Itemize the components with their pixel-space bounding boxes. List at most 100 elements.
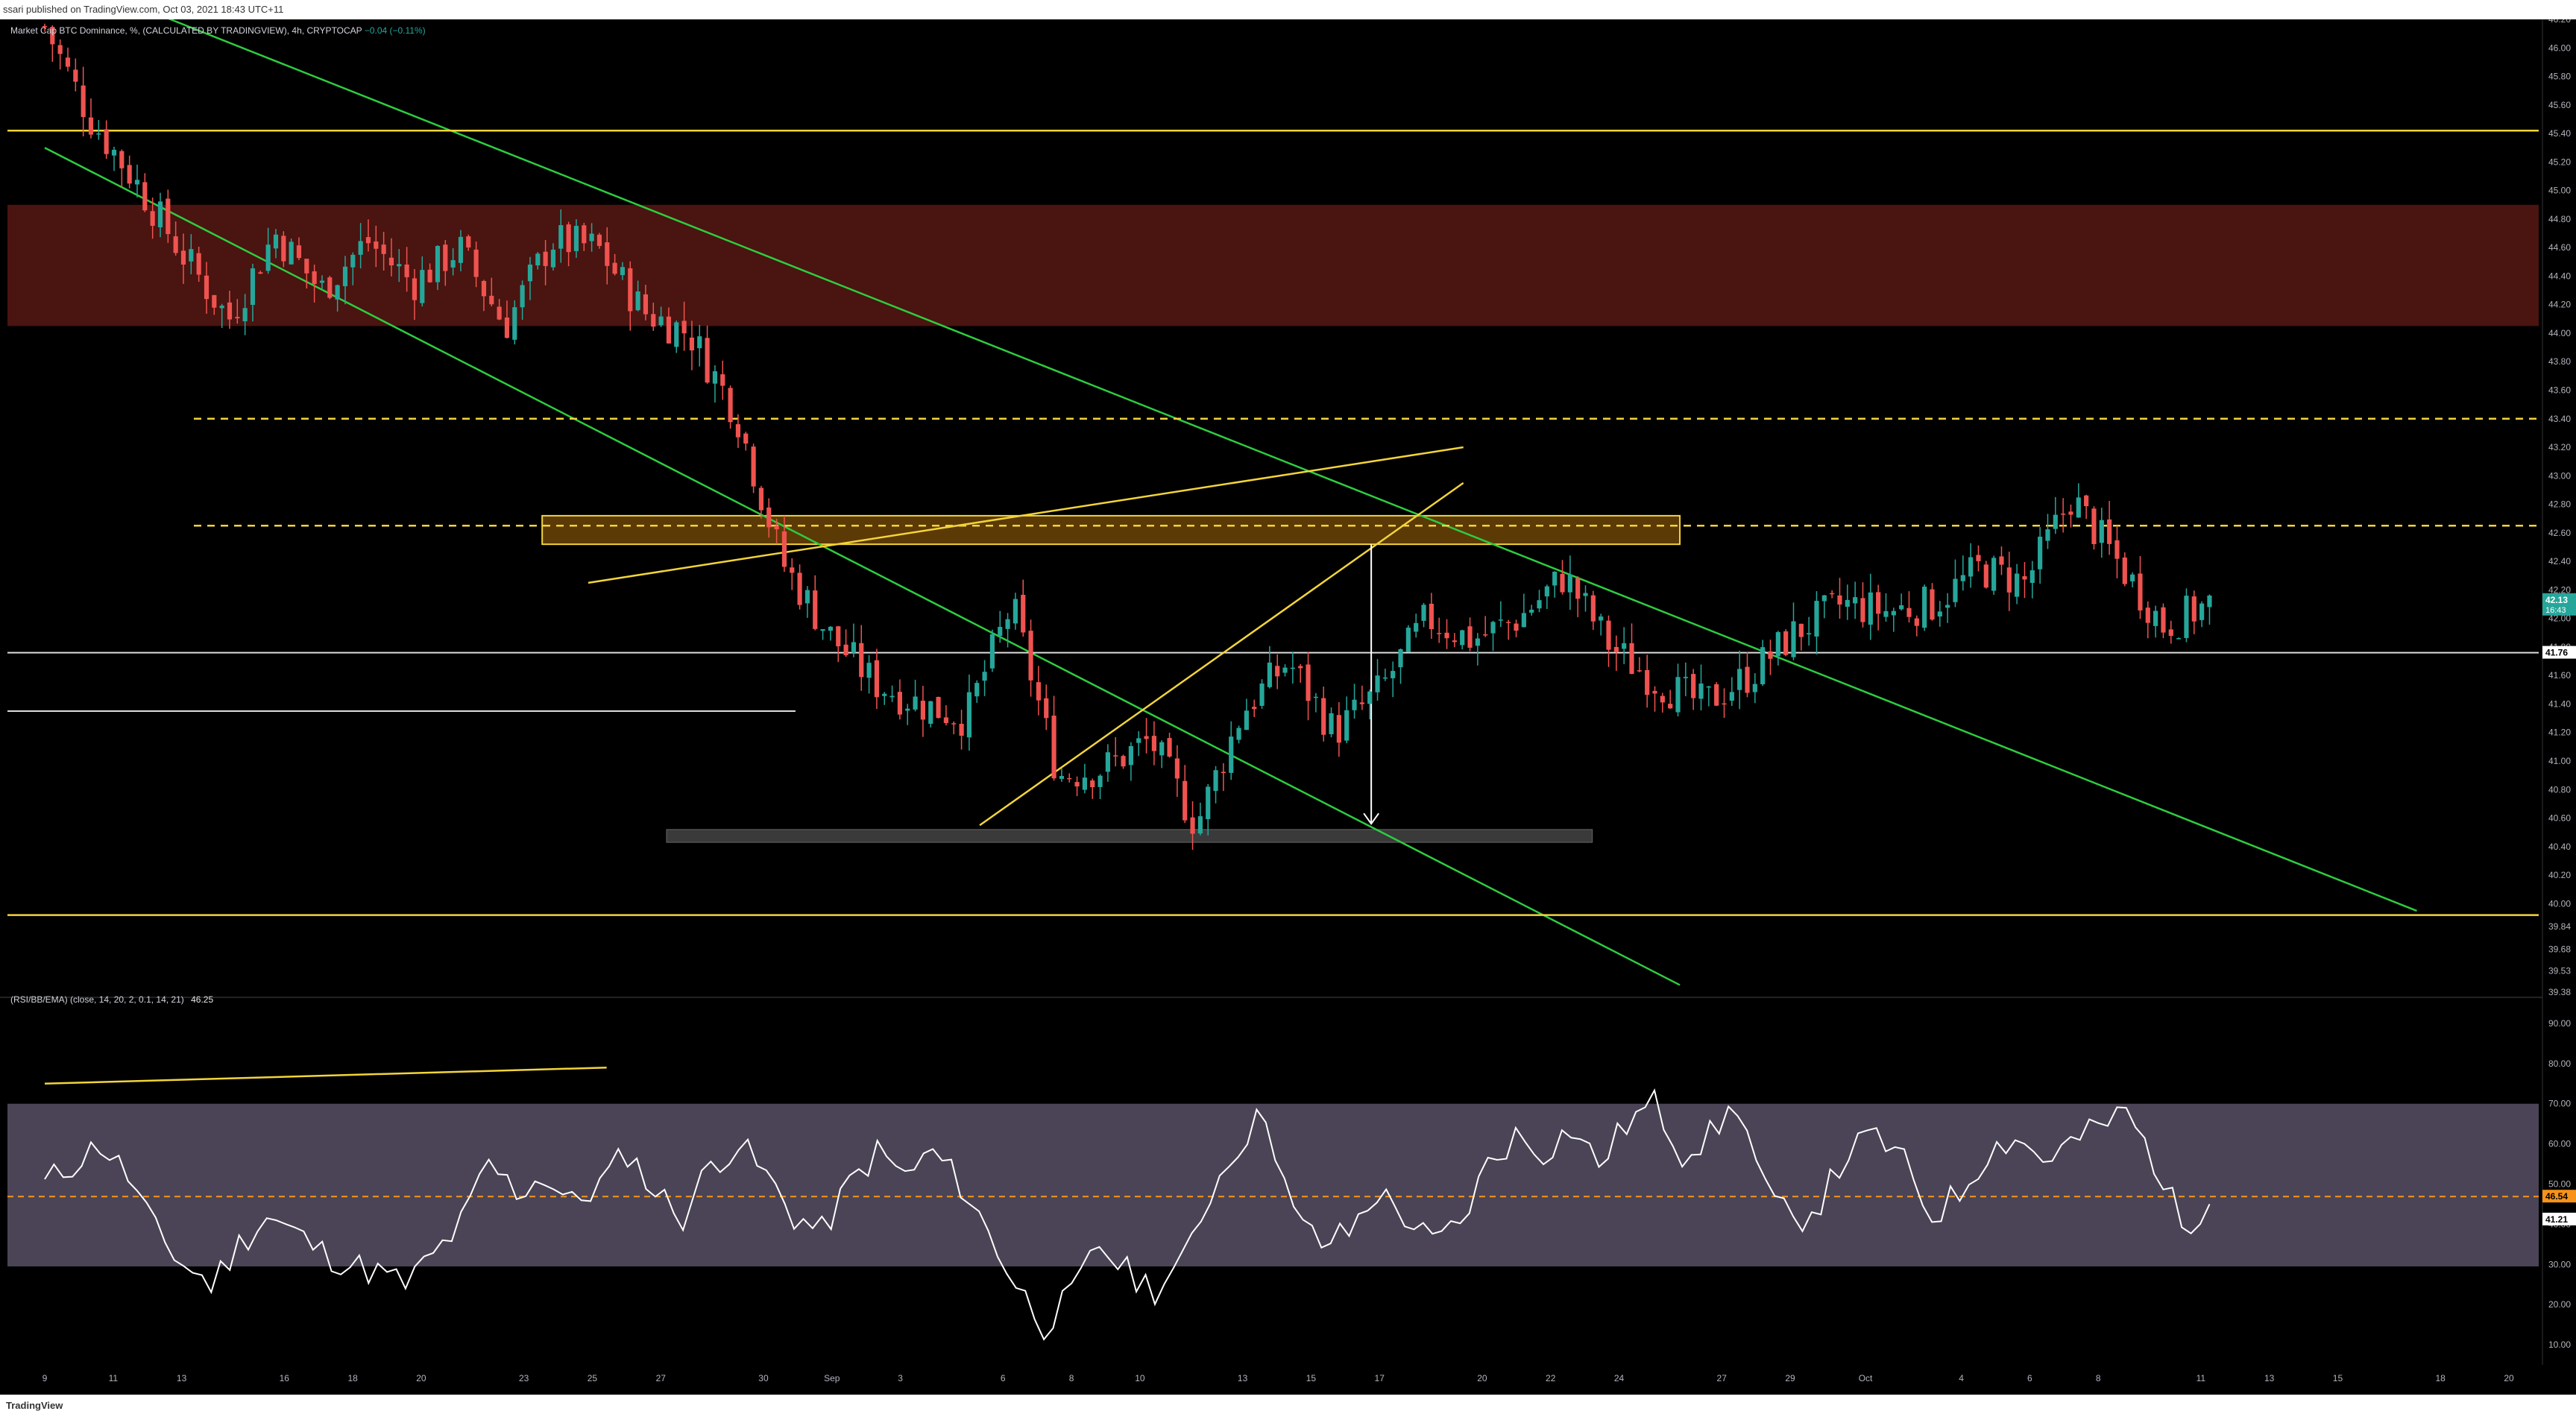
candle-body [1352,699,1357,710]
candle-body [96,133,101,135]
candle-body [1298,666,1303,669]
candle-body [2053,514,2058,529]
candle-body [974,683,980,697]
candle-body [342,266,348,286]
candle-body [1051,716,1056,779]
rsi-badge-value: 41.21 [2545,1214,2568,1225]
candle-body [766,507,772,528]
candle-body [1637,670,1642,672]
candle-body [1398,648,1403,668]
candle-body [1883,610,1889,617]
time-tick-label: 13 [2264,1373,2275,1383]
price-tick-label: 42.00 [2548,613,2571,624]
candle-body [1537,600,1542,609]
candle-body [1044,698,1049,719]
price-tick-label: 46.20 [2548,19,2571,25]
candle-body [2145,607,2150,623]
footer-bar: TradingView [0,1395,2576,1417]
candle-body [1437,633,1442,634]
rsi-legend-label: (RSI/BB/EMA) (close, 14, 20, 2, 0.1, 14,… [10,994,184,1005]
candle-body [589,233,594,242]
wedge-trendline [979,482,1464,827]
time-tick-label: 30 [758,1373,769,1383]
candle-body [250,268,256,306]
candle-body [1930,589,1935,620]
candle-body [1830,593,1835,595]
candle-body [2068,511,2073,515]
price-tick-label: 45.00 [2548,186,2571,196]
price-tick-label: 43.80 [2548,356,2571,367]
candle-body [1983,564,1988,588]
candle-body [1768,651,1773,659]
candle-body [73,69,78,82]
candle-body [1698,684,1704,699]
candle-body [897,692,903,715]
candle-body [1521,613,1526,628]
axis-pane: 46.20 46.00 45.80 45.60 45.40 45.20 45.00 44.80… [0,19,2576,1383]
candle-body [1953,578,1958,602]
price-tick-label: 43.20 [2548,442,2571,452]
candle-body [658,316,664,326]
candle-body [1660,695,1665,703]
candle-body [1529,609,1534,613]
candle-body [1359,702,1364,704]
candle-body [651,314,656,327]
candle-body [381,244,386,254]
candle-body [1599,616,1604,621]
candle-body [1013,599,1018,624]
candle-body [1552,571,1558,586]
candle-body [804,590,810,604]
candle-body [1405,628,1411,652]
candle-body [1999,556,2004,565]
rsi-tick-label: 20.00 [2548,1299,2571,1310]
candle-body [790,567,795,573]
candle-body [851,642,857,653]
candle-body [843,644,848,656]
candle-body [1683,677,1688,678]
candle-body [1067,777,1072,780]
rsi-tick-label: 70.00 [2548,1099,2571,1109]
candle-body [966,692,971,738]
candle-body [1074,782,1080,787]
candle-body [189,249,194,262]
candle-body [1144,736,1149,739]
time-tick-label: 17 [1375,1373,1385,1383]
candle-body [1005,619,1010,629]
candle-body [1853,597,1858,604]
candle-body [1444,632,1449,639]
candle-body [2191,596,2196,622]
time-tick-label: Oct [1859,1373,1873,1383]
candle-body [1136,738,1141,743]
candle-body [104,129,109,154]
candle-body [1891,610,1896,616]
candle-body [2045,529,2050,541]
candle-body [543,251,548,266]
candle-body [712,371,718,384]
candle-body [2076,497,2081,518]
price-tick-label: 45.20 [2548,157,2571,167]
candle-body [1645,669,1650,695]
price-tick-label: 44.20 [2548,300,2571,310]
time-tick-label: 16 [280,1373,290,1383]
time-tick-label: 25 [588,1373,598,1383]
candle-body [388,257,394,266]
price-tick-label: 44.60 [2548,242,2571,253]
candle-body [1783,631,1789,655]
rsi-tick-label: 30.00 [2548,1259,2571,1269]
candles [42,23,2212,850]
candle-body [1128,745,1133,766]
main-price-pane [7,19,2539,986]
candle-body [1182,780,1188,821]
candle-body [1290,667,1295,669]
time-tick-label: 27 [1717,1373,1728,1383]
time-tick-label: 20 [416,1373,426,1383]
price-tick-label: 39.84 [2548,921,2571,932]
price-tick-label: 43.00 [2548,470,2571,481]
price-tick-label: 41.20 [2548,728,2571,738]
chart-canvas[interactable]: 46.20 46.00 45.80 45.60 45.40 45.20 45.00 44.80… [0,19,2576,1393]
candle-body [150,211,155,226]
price-tick-label: 44.40 [2548,271,2571,281]
candle-body [1922,587,1927,628]
candle-body [1622,643,1627,649]
candle-body [1506,622,1511,623]
